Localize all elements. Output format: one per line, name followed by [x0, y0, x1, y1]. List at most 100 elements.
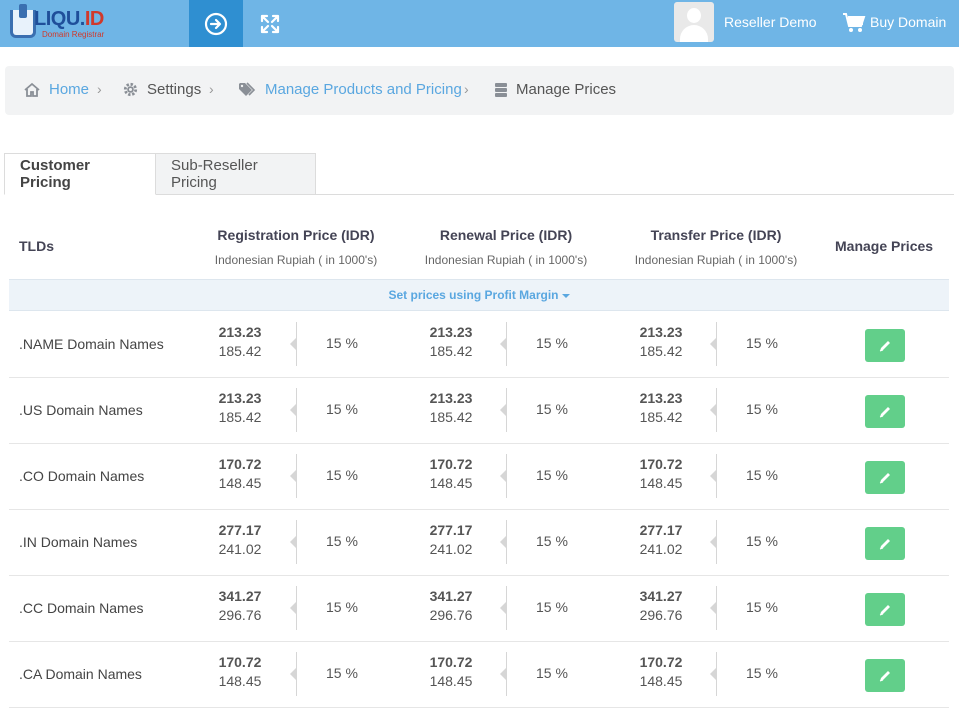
- profit-margin-ren[interactable]: 15 %: [536, 467, 568, 483]
- price-divider: [710, 388, 717, 432]
- cost-price: 241.02: [639, 541, 683, 557]
- cost-price: 296.76: [639, 607, 683, 623]
- fullscreen-button[interactable]: [243, 0, 297, 47]
- profit-margin-tra[interactable]: 15 %: [746, 335, 778, 351]
- arrow-circle-icon: [204, 12, 228, 35]
- price-reg: 277.17 241.02: [210, 522, 270, 557]
- table-row: .US Domain Names 213.23 185.42 15 % 213.23 18…: [9, 378, 949, 444]
- tld-name: .IN Domain Names: [19, 534, 138, 550]
- profit-margin-ren[interactable]: 15 %: [536, 599, 568, 615]
- profit-margin-tra[interactable]: 15 %: [746, 467, 778, 483]
- price-tra: 341.27 296.76: [631, 588, 691, 623]
- edit-price-button[interactable]: [865, 461, 905, 494]
- price-divider: [500, 322, 507, 366]
- profit-margin-reg[interactable]: 15 %: [326, 665, 358, 681]
- profit-margin-reg[interactable]: 15 %: [326, 467, 358, 483]
- tags-icon: [239, 82, 256, 96]
- price-divider: [710, 586, 717, 630]
- profit-margin-tra[interactable]: 15 %: [746, 599, 778, 615]
- pencil-icon: [879, 406, 890, 417]
- selling-price: 170.72: [639, 456, 683, 472]
- pencil-icon: [879, 472, 890, 483]
- price-divider: [710, 454, 717, 498]
- profit-margin-ren[interactable]: 15 %: [536, 401, 568, 417]
- price-ren: 213.23 185.42: [421, 390, 481, 425]
- pencil-icon: [879, 538, 890, 549]
- profit-margin-tra[interactable]: 15 %: [746, 401, 778, 417]
- cost-price: 241.02: [218, 541, 262, 557]
- brand-logo[interactable]: LIQU.ID Domain Registrar: [8, 4, 128, 40]
- price-divider: [500, 586, 507, 630]
- header-transfer: Transfer Price (IDR): [650, 227, 782, 243]
- breadcrumb-products[interactable]: Manage Products and Pricing: [238, 81, 462, 98]
- breadcrumb-settings[interactable]: Settings: [122, 81, 201, 98]
- edit-price-button[interactable]: [865, 593, 905, 626]
- selling-price: 213.23: [639, 324, 683, 340]
- profit-margin-ren[interactable]: 15 %: [536, 665, 568, 681]
- cost-price: 148.45: [218, 673, 262, 689]
- breadcrumb-separator: ›: [209, 81, 214, 97]
- breadcrumb-home[interactable]: Home: [23, 81, 89, 98]
- selling-price: 341.27: [429, 588, 473, 604]
- table-row: .CA Domain Names 170.72 148.45 15 % 170.72 14…: [9, 642, 949, 708]
- profit-margin-ren[interactable]: 15 %: [536, 533, 568, 549]
- logo-tagline: Domain Registrar: [42, 30, 105, 39]
- selling-price: 213.23: [218, 390, 262, 406]
- price-divider: [710, 322, 717, 366]
- profit-margin-reg[interactable]: 15 %: [326, 599, 358, 615]
- selling-price: 170.72: [429, 654, 473, 670]
- tab-subreseller-pricing[interactable]: Sub-Reseller Pricing: [155, 153, 316, 195]
- price-tra: 170.72 148.45: [631, 456, 691, 491]
- profit-margin-reg[interactable]: 15 %: [326, 533, 358, 549]
- price-divider: [710, 652, 717, 696]
- table-row: .IN Domain Names 277.17 241.02 15 % 277.17 24…: [9, 510, 949, 576]
- breadcrumb-products-label: Manage Products and Pricing: [265, 81, 462, 98]
- selling-price: 277.17: [218, 522, 262, 538]
- cost-price: 185.42: [639, 409, 683, 425]
- edit-price-button[interactable]: [865, 395, 905, 428]
- header-registration-note: Indonesian Rupiah ( in 1000's): [214, 253, 378, 267]
- price-divider: [500, 520, 507, 564]
- profit-margin-ren[interactable]: 15 %: [536, 335, 568, 351]
- price-divider: [500, 388, 507, 432]
- profit-margin-tra[interactable]: 15 %: [746, 533, 778, 549]
- price-ren: 213.23 185.42: [421, 324, 481, 359]
- profit-margin-label: Set prices using Profit Margin: [388, 288, 559, 302]
- profit-margin-reg[interactable]: 15 %: [326, 401, 358, 417]
- tld-name: .US Domain Names: [19, 402, 143, 418]
- cost-price: 185.42: [639, 343, 683, 359]
- profit-margin-tra[interactable]: 15 %: [746, 665, 778, 681]
- price-tra: 277.17 241.02: [631, 522, 691, 557]
- logo-wordmark: LIQU.ID: [34, 8, 104, 30]
- top-navbar: LIQU.ID Domain Registrar Reseller Demo B…: [0, 0, 959, 47]
- profit-margin-reg[interactable]: 15 %: [326, 335, 358, 351]
- table-row: .NAME Domain Names 213.23 185.42 15 % 213.23…: [9, 312, 949, 378]
- breadcrumb-current-label: Manage Prices: [516, 81, 617, 98]
- selling-price: 213.23: [429, 390, 473, 406]
- profit-margin-dropdown[interactable]: Set prices using Profit Margin: [9, 288, 949, 302]
- edit-price-button[interactable]: [865, 527, 905, 560]
- home-icon: [24, 82, 40, 97]
- price-reg: 170.72 148.45: [210, 456, 270, 491]
- cost-price: 185.42: [218, 343, 262, 359]
- tab-customer-pricing[interactable]: Customer Pricing: [4, 153, 156, 195]
- tld-name: .CO Domain Names: [19, 468, 145, 484]
- cost-price: 148.45: [429, 475, 473, 491]
- edit-price-button[interactable]: [865, 329, 905, 362]
- cart-icon[interactable]: [842, 12, 866, 34]
- cost-price: 185.42: [429, 409, 473, 425]
- buy-domain-link[interactable]: Buy Domain: [870, 14, 947, 30]
- user-avatar[interactable]: [674, 2, 714, 42]
- selling-price: 341.27: [639, 588, 683, 604]
- cost-price: 296.76: [218, 607, 262, 623]
- selling-price: 170.72: [218, 654, 262, 670]
- breadcrumb-home-label: Home: [49, 81, 90, 98]
- arrow-circle-button[interactable]: [189, 0, 243, 47]
- breadcrumb-separator: ›: [464, 81, 469, 97]
- price-divider: [290, 388, 297, 432]
- edit-price-button[interactable]: [865, 659, 905, 692]
- user-name-link[interactable]: Reseller Demo: [724, 14, 817, 30]
- price-divider: [290, 652, 297, 696]
- table-row: .CO Domain Names 170.72 148.45 15 % 170.72 14…: [9, 444, 949, 510]
- cost-price: 185.42: [429, 343, 473, 359]
